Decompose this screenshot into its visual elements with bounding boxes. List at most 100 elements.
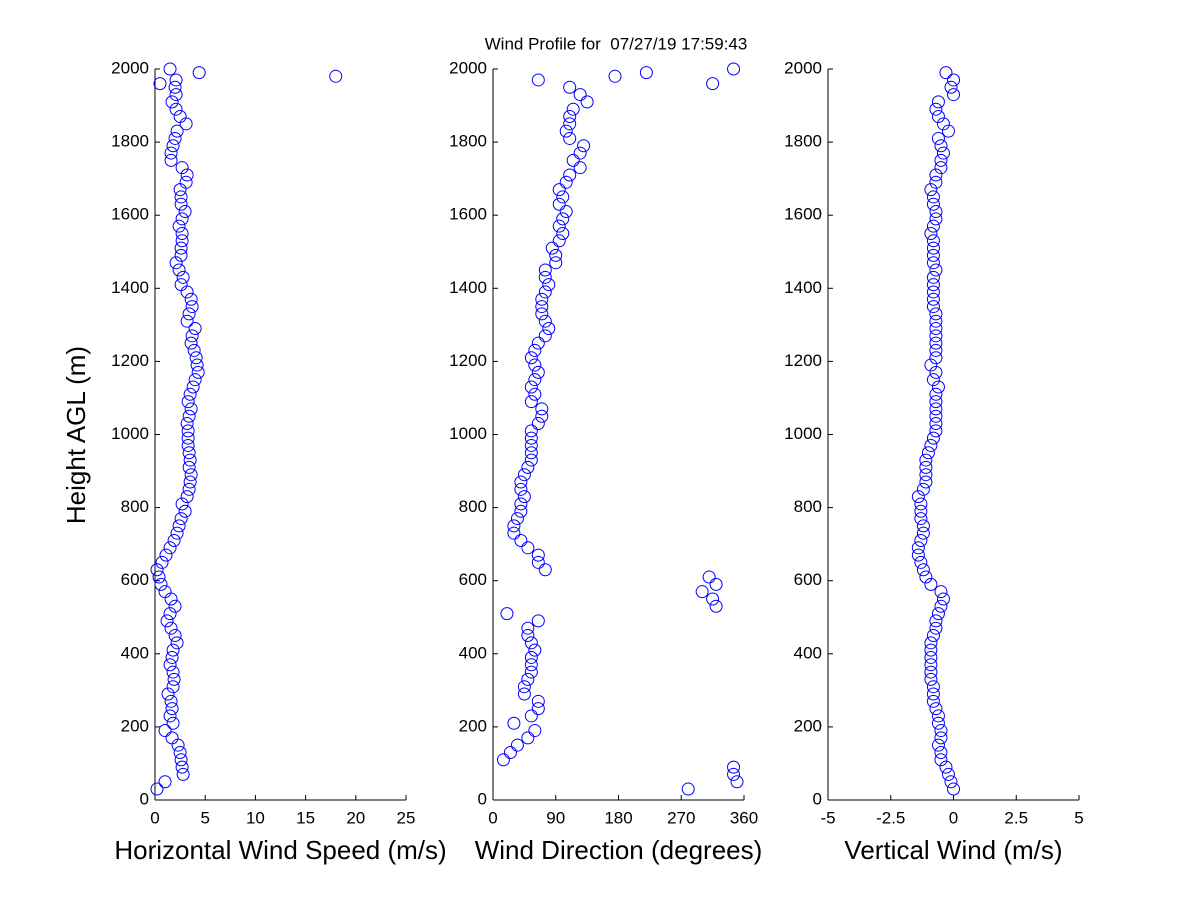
point	[924, 658, 938, 672]
y-tick-label: 1600	[784, 205, 822, 224]
point	[919, 570, 933, 584]
point	[542, 322, 556, 336]
point	[727, 760, 741, 774]
point	[188, 322, 202, 336]
point	[926, 248, 940, 262]
point	[931, 95, 945, 109]
point	[924, 672, 938, 686]
point	[165, 731, 179, 745]
point	[521, 672, 535, 686]
point	[153, 77, 167, 91]
point	[911, 548, 925, 562]
point	[926, 256, 940, 270]
point	[158, 585, 172, 599]
point	[535, 402, 549, 416]
point	[524, 424, 538, 438]
y-tick-label: 1200	[449, 351, 487, 370]
point	[929, 417, 943, 431]
point	[563, 117, 577, 131]
point	[702, 570, 716, 584]
point	[521, 541, 535, 555]
y-axis-label: Height AGL (m)	[61, 346, 91, 524]
point	[929, 614, 943, 628]
point	[924, 665, 938, 679]
point	[180, 314, 194, 328]
point	[165, 702, 179, 716]
point	[924, 650, 938, 664]
y-tick-label: 1200	[111, 351, 149, 370]
point	[166, 665, 180, 679]
point	[535, 307, 549, 321]
x-tick-label: 2.5	[1004, 808, 1028, 827]
point	[172, 219, 186, 233]
point	[528, 373, 542, 387]
point	[916, 482, 930, 496]
point	[180, 417, 194, 431]
point	[180, 168, 194, 182]
point	[538, 329, 552, 343]
point	[164, 153, 178, 167]
point	[535, 409, 549, 423]
point	[545, 241, 559, 255]
point	[150, 782, 164, 796]
point	[538, 285, 552, 299]
point	[929, 322, 943, 336]
point	[166, 716, 180, 730]
y-tick-label: 2000	[784, 58, 822, 77]
point	[164, 146, 178, 160]
point	[190, 358, 204, 372]
point	[184, 292, 198, 306]
point	[538, 314, 552, 328]
x-tick-label: 25	[397, 808, 416, 827]
point	[535, 292, 549, 306]
y-tick-label: 1800	[111, 132, 149, 151]
point	[531, 417, 545, 431]
point	[158, 775, 172, 789]
point	[158, 724, 172, 738]
point	[531, 336, 545, 350]
x-axis-label: Vertical Wind (m/s)	[844, 835, 1062, 865]
point	[934, 585, 948, 599]
point	[528, 387, 542, 401]
y-tick-label: 1400	[784, 278, 822, 297]
point	[941, 767, 955, 781]
point	[524, 446, 538, 460]
x-axis-label: Wind Direction (degrees)	[475, 835, 763, 865]
point	[182, 460, 196, 474]
y-tick-label: 200	[121, 716, 149, 735]
y-tick-label: 0	[813, 789, 822, 808]
point	[706, 592, 720, 606]
point	[911, 541, 925, 555]
point	[191, 365, 205, 379]
point	[538, 563, 552, 577]
point	[926, 190, 940, 204]
point	[175, 234, 189, 248]
point	[924, 226, 938, 240]
point	[169, 73, 183, 87]
x-tick-label: 15	[296, 808, 315, 827]
point	[542, 278, 556, 292]
point	[916, 526, 930, 540]
point	[929, 395, 943, 409]
point	[168, 131, 182, 145]
x-tick-label: -2.5	[876, 808, 905, 827]
y-tick-label: 200	[794, 716, 822, 735]
point	[524, 658, 538, 672]
point	[914, 533, 928, 547]
point	[174, 248, 188, 262]
point	[150, 563, 164, 577]
y-tick-label: 0	[478, 789, 487, 808]
point	[926, 197, 940, 211]
x-tick-label: 270	[667, 808, 695, 827]
point	[163, 709, 177, 723]
point	[926, 300, 940, 314]
point	[181, 431, 195, 445]
y-tick-label: 1400	[449, 278, 487, 297]
point	[500, 607, 514, 621]
y-tick-label: 800	[459, 497, 487, 516]
point	[159, 548, 173, 562]
point	[931, 738, 945, 752]
point	[929, 702, 943, 716]
point	[552, 197, 566, 211]
point	[566, 102, 580, 116]
